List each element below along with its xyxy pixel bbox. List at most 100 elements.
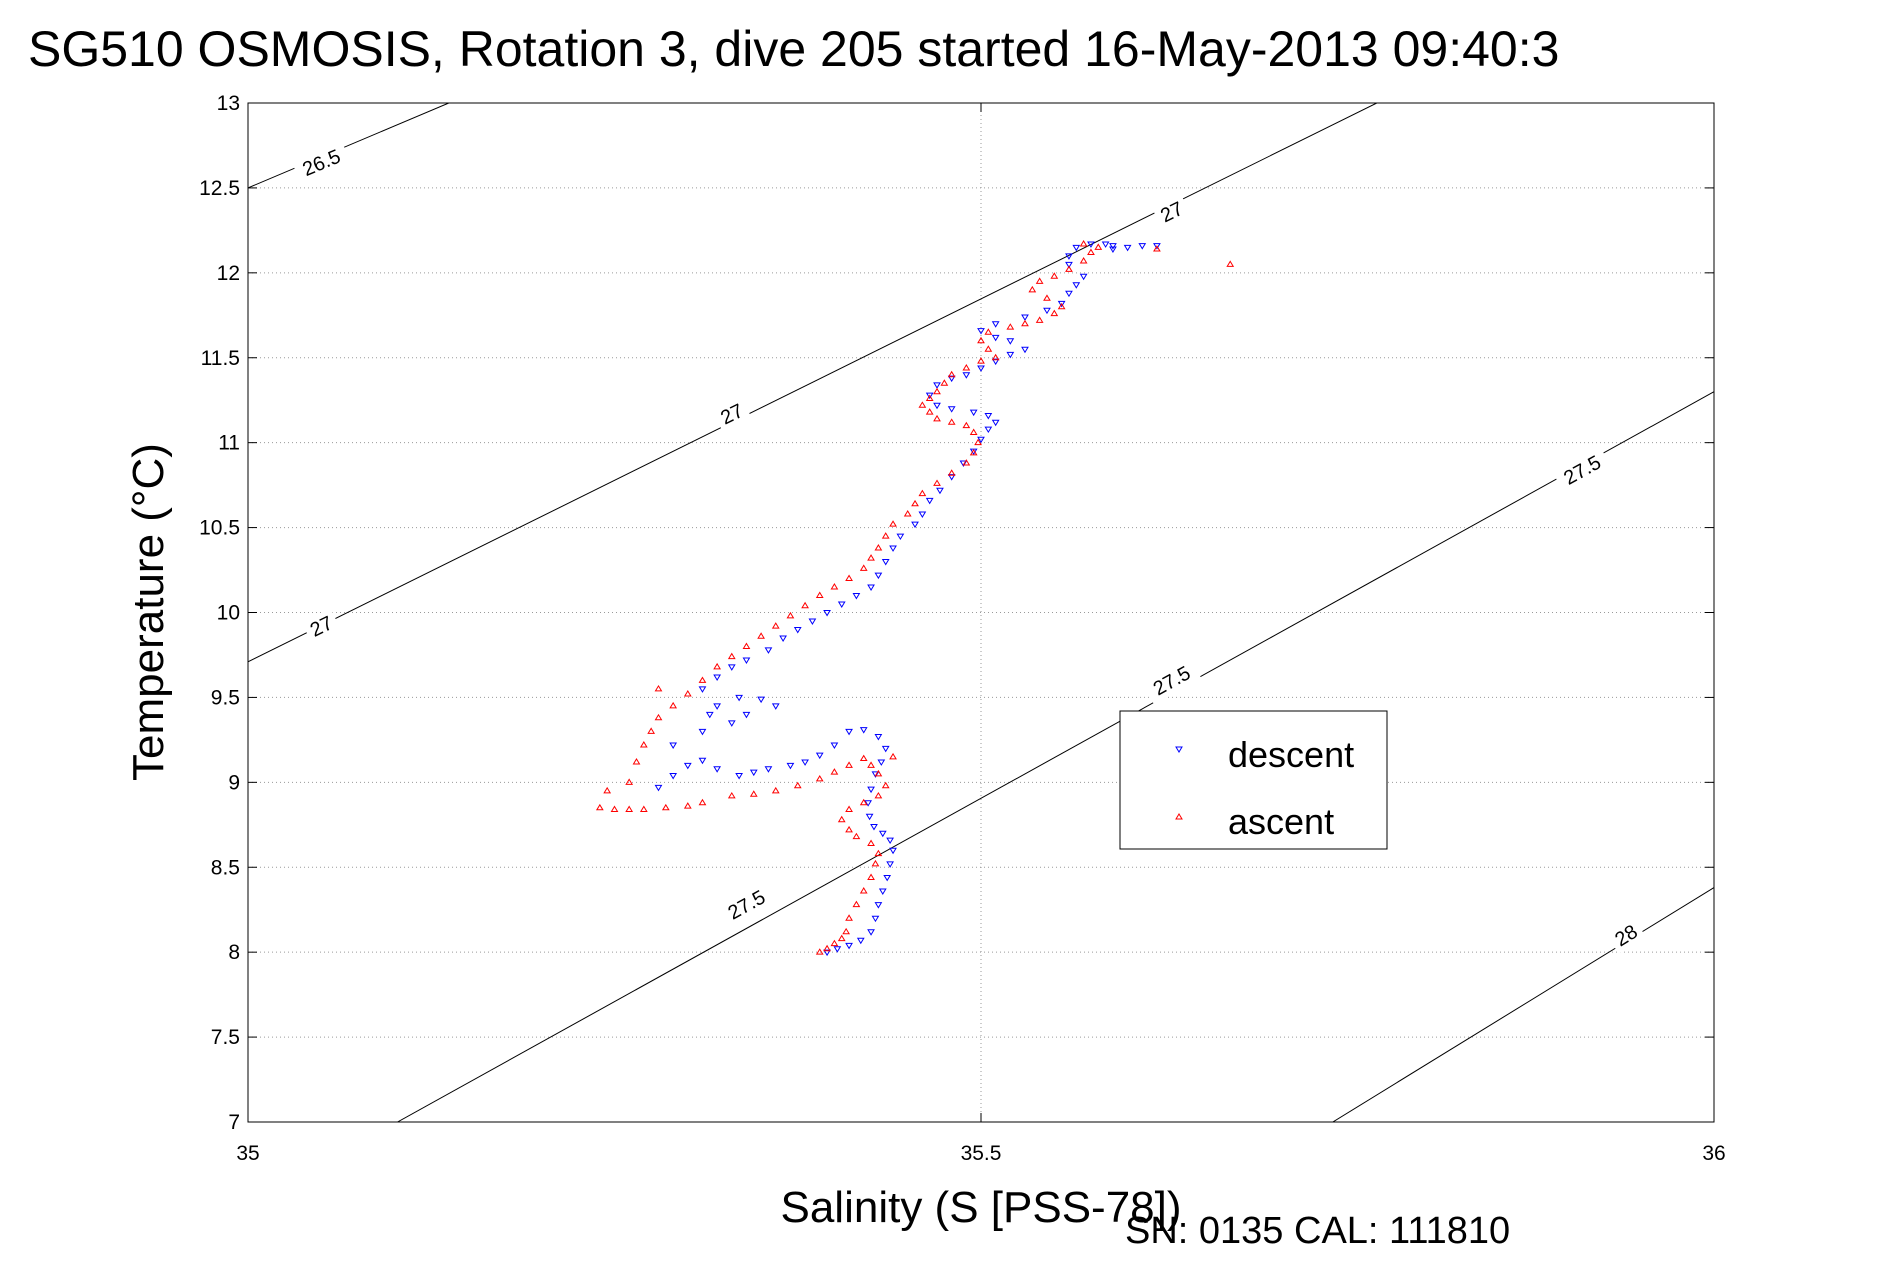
ascent-point xyxy=(903,510,912,517)
ascent-point xyxy=(1153,245,1161,252)
ascent-point xyxy=(1079,256,1088,264)
ascent-point xyxy=(977,357,985,364)
descent-point xyxy=(1057,300,1066,308)
descent-point xyxy=(947,375,956,383)
descent-point xyxy=(867,584,875,591)
ascent-point xyxy=(984,345,993,352)
ascent-point xyxy=(625,778,634,785)
descent-point xyxy=(742,657,751,665)
ascent-point xyxy=(842,927,851,935)
ascent-point xyxy=(786,611,795,619)
ascent-point xyxy=(661,803,670,811)
axis-ticks: 7 7.5 8 8.5 9 9.5 10 10.5 11 11.5 12 12.5 13 35 35.5 36 xyxy=(199,92,1726,1165)
ascent-point xyxy=(742,642,751,649)
ascent-point xyxy=(969,448,978,456)
ascent-point xyxy=(947,418,956,425)
descent-point xyxy=(1006,338,1015,345)
density-contour-28 xyxy=(1332,887,1714,1122)
ascent-point xyxy=(801,601,809,609)
y-tick-label: 7.5 xyxy=(211,1026,240,1049)
descent-point xyxy=(833,946,842,953)
ascent-point xyxy=(867,873,875,880)
ascent-point xyxy=(639,805,648,813)
ascent-point xyxy=(727,652,736,660)
ascent-point xyxy=(969,428,978,435)
ascent-point xyxy=(815,591,824,599)
ascent-point xyxy=(1065,265,1073,272)
ascent-point xyxy=(654,713,663,721)
ascent-point xyxy=(859,887,868,894)
ascent-point xyxy=(830,939,839,947)
descent-point xyxy=(845,942,853,950)
y-tick-label: 9 xyxy=(228,771,240,794)
descent-point xyxy=(886,837,894,845)
descent-point xyxy=(771,703,780,710)
ascent-point xyxy=(1057,302,1066,310)
ascent-point xyxy=(925,394,934,402)
descent-point xyxy=(925,497,934,505)
ascent-point xyxy=(625,805,634,813)
descent-point xyxy=(984,426,993,434)
ascent-point xyxy=(918,401,927,408)
descent-point xyxy=(867,929,875,936)
descent-point xyxy=(883,874,892,882)
ascent-point xyxy=(823,944,831,952)
contour-label-gap xyxy=(712,395,752,432)
descent-point xyxy=(1101,241,1110,248)
ascent-point xyxy=(947,370,956,378)
contour-label-gap xyxy=(1552,446,1612,494)
descent-point xyxy=(742,711,751,719)
ascent-point xyxy=(610,805,619,813)
y-tick-label: 8 xyxy=(228,941,240,964)
descent-point xyxy=(959,460,968,468)
ascent-point xyxy=(852,900,861,908)
ascent-point xyxy=(859,798,868,806)
ascent-point xyxy=(962,459,971,466)
descent-point xyxy=(867,786,875,794)
ascent-point xyxy=(867,761,875,768)
descent-point xyxy=(933,402,941,410)
ascent-point xyxy=(713,662,722,670)
x-tick-label: 35.5 xyxy=(961,1142,1002,1165)
y-axis-label: Temperature (°C) xyxy=(124,443,173,781)
ascent-point xyxy=(1043,294,1051,301)
descent-point xyxy=(793,626,802,634)
legend: descent ascent xyxy=(1119,710,1388,850)
descent-point xyxy=(856,937,865,945)
y-tick-label: 10.5 xyxy=(199,517,240,540)
ascent-point xyxy=(845,805,853,813)
ascent-point xyxy=(911,499,919,507)
ascent-point xyxy=(647,727,656,734)
descent-point xyxy=(823,610,831,617)
ascent-point xyxy=(845,761,853,768)
descent-point xyxy=(1087,241,1095,248)
density-contour-27 xyxy=(248,103,1378,663)
descent-point xyxy=(1043,307,1051,315)
serial-calibration-footer: SN: 0135 CAL: 111810 xyxy=(1125,1210,1510,1252)
chart-title: SG510 OSMOSIS, Rotation 3, dive 205 star… xyxy=(28,21,1559,77)
contour-label-gap xyxy=(1606,916,1646,954)
descent-point xyxy=(1065,253,1073,260)
ascent-point xyxy=(991,353,1000,361)
ascent-point xyxy=(845,574,853,582)
descent-point xyxy=(852,593,861,600)
descent-point xyxy=(713,766,722,773)
descent-point xyxy=(830,742,839,749)
descent-point xyxy=(727,664,736,671)
contour-label-gap xyxy=(1142,656,1202,704)
descent-point xyxy=(991,321,1000,328)
descent-point xyxy=(977,328,985,335)
descent-point xyxy=(947,406,956,413)
legend-ascent-label: ascent xyxy=(1228,801,1334,842)
legend-descent-label: descent xyxy=(1228,734,1354,775)
ascent-point xyxy=(698,798,707,806)
descent-point xyxy=(933,382,941,389)
data-points xyxy=(595,239,1235,957)
descent-point xyxy=(698,757,707,765)
legend-ascent-marker xyxy=(1175,813,1183,820)
descent-point xyxy=(1021,346,1029,354)
descent-point xyxy=(877,759,886,766)
descent-point xyxy=(878,830,887,838)
descent-point xyxy=(823,949,831,957)
